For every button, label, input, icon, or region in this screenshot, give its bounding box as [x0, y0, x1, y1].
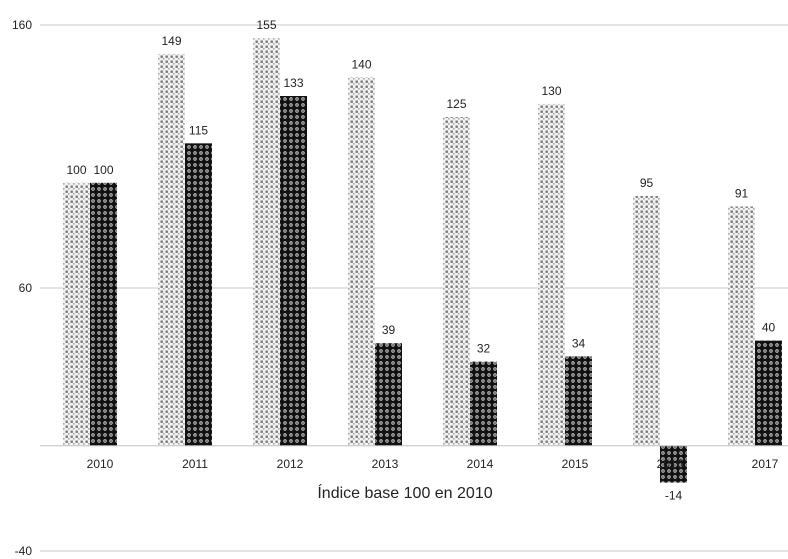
bar-2017-series-2	[755, 340, 782, 446]
data-labels: 100 100 149 115 155 133 140 39 125 32 130 34 95 -14 91…	[66, 18, 775, 502]
data-label: 149	[161, 34, 181, 48]
bar-2010-series-1	[63, 182, 90, 446]
data-label: 32	[477, 342, 491, 356]
bar-2015-series-2	[565, 356, 592, 446]
data-label: 34	[572, 336, 586, 350]
bar-2010-series-2	[90, 182, 117, 446]
data-label: 155	[256, 18, 276, 32]
bars	[63, 38, 782, 483]
data-label: 133	[283, 76, 303, 90]
data-label: 100	[93, 163, 113, 177]
y-tick-label: 160	[12, 18, 32, 32]
data-label: 125	[446, 97, 466, 111]
x-category-label: 2013	[372, 457, 399, 471]
x-category-label: 2010	[87, 457, 114, 471]
data-label: 40	[762, 321, 776, 335]
data-label: 140	[351, 58, 371, 72]
data-label: 115	[189, 123, 208, 137]
x-axis-title: Índice base 100 en 2010	[317, 483, 492, 502]
y-tick-label: -40	[15, 544, 33, 558]
data-label: 39	[382, 323, 396, 337]
data-label: 100	[66, 163, 86, 177]
axes: 160 60 -40 2010 2011 2012 2013 2014 2015 2016 2017	[12, 18, 788, 558]
bar-2014-series-2	[470, 361, 497, 446]
x-category-label: 2014	[467, 457, 494, 471]
x-category-label: 2012	[277, 457, 304, 471]
data-label: 95	[640, 176, 654, 190]
x-category-label: 2017	[752, 457, 779, 471]
bar-2012-series-1	[253, 38, 280, 446]
bar-2011-series-2	[185, 143, 212, 446]
data-label: 130	[541, 84, 561, 98]
x-category-label: 2015	[562, 457, 589, 471]
data-label: -14	[665, 489, 683, 503]
bar-2016-series-2	[660, 445, 687, 483]
bar-2013-series-2	[375, 343, 402, 446]
bar-2014-series-1	[443, 117, 470, 446]
x-category-label: 2016	[657, 457, 684, 471]
bar-2017-series-1	[728, 206, 755, 446]
bar-2013-series-1	[348, 77, 375, 446]
bar-2012-series-2	[280, 96, 307, 446]
y-tick-label: 60	[19, 281, 33, 295]
bar-2015-series-1	[538, 103, 565, 446]
bar-2016-series-1	[633, 195, 660, 446]
bar-2011-series-1	[158, 53, 185, 446]
data-label: 91	[735, 186, 749, 200]
x-category-label: 2011	[182, 457, 208, 471]
